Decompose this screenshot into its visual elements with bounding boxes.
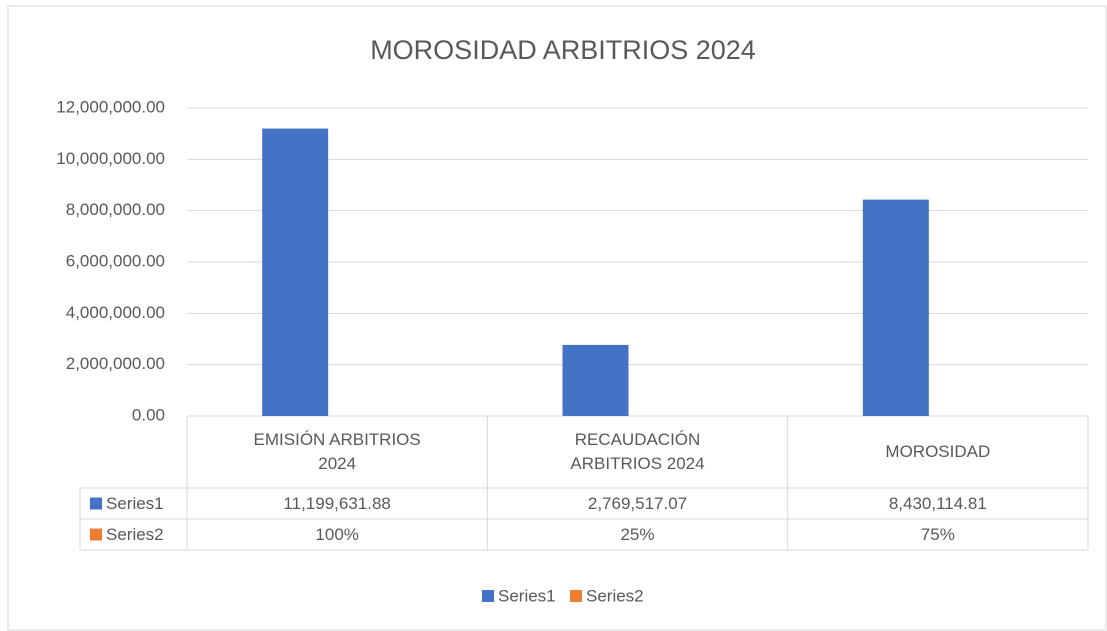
table-series-label: Series2 xyxy=(106,525,164,544)
table-value: 11,199,631.88 xyxy=(283,493,391,513)
bar xyxy=(862,199,929,416)
table-legend-key xyxy=(90,528,102,541)
chart-title: MOROSIDAD ARBITRIOS 2024 xyxy=(370,35,756,65)
x-tick-label: EMISIÓN ARBITRIOS 2024 xyxy=(253,430,421,473)
legend-key xyxy=(570,590,582,602)
table-value: 75% xyxy=(920,524,955,544)
y-tick-label: 0.00 xyxy=(132,405,165,424)
legend-key xyxy=(482,590,494,602)
table-value: 8,430,114.81 xyxy=(888,493,987,513)
y-tick-label: 12,000,000.00 xyxy=(56,97,165,116)
y-tick-label: 4,000,000.00 xyxy=(66,303,165,322)
table-value: 2,769,517.07 xyxy=(587,493,688,513)
table-value: 25% xyxy=(620,524,655,544)
legend-label: Series1 xyxy=(498,586,556,605)
y-tick-label: 10,000,000.00 xyxy=(56,149,165,168)
table-legend-key xyxy=(90,497,102,510)
y-tick-label: 8,000,000.00 xyxy=(66,200,165,219)
table-series-label: Series1 xyxy=(106,494,164,513)
y-tick-label: 6,000,000.00 xyxy=(66,251,165,270)
table-value: 100% xyxy=(315,524,359,544)
x-tick-label: MOROSIDAD xyxy=(885,442,991,461)
x-tick-label: RECAUDACIÓN ARBITRIOS 2024 xyxy=(570,430,705,473)
bar xyxy=(562,344,629,416)
y-tick-label: 2,000,000.00 xyxy=(66,354,165,373)
bar xyxy=(262,128,329,416)
legend-label: Series2 xyxy=(586,586,644,605)
